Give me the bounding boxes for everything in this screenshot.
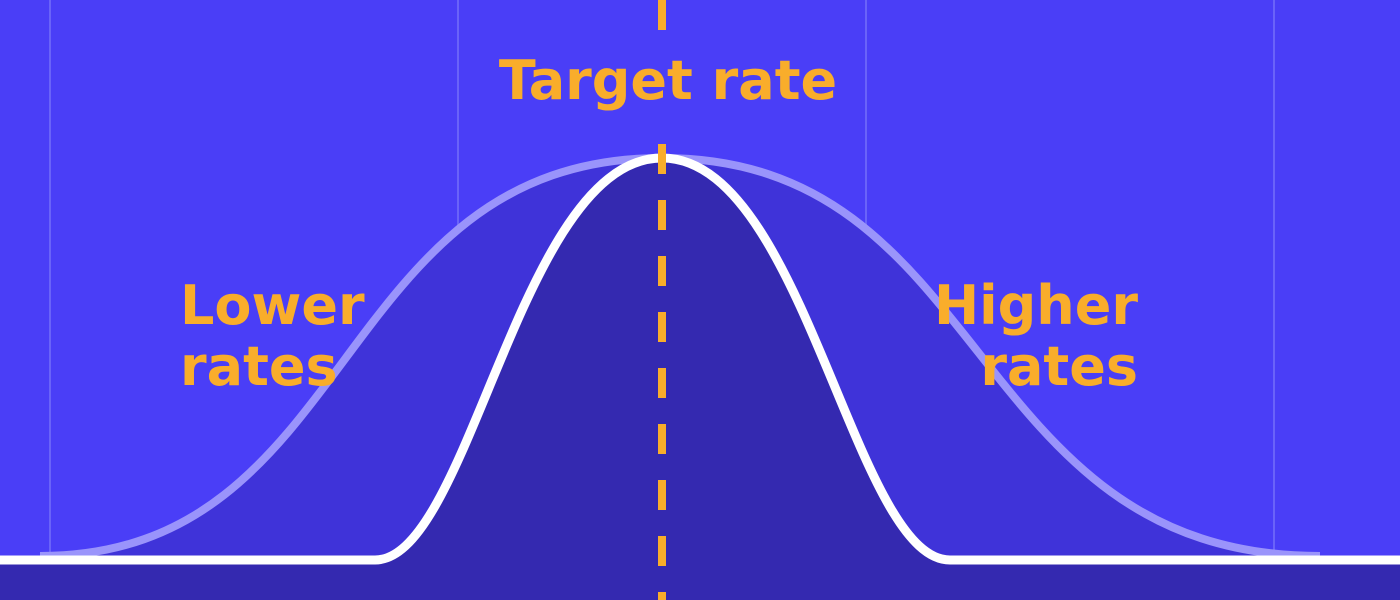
higher-rates-label-line1: Higher — [934, 274, 1138, 337]
lower-rates-label-line1: Lower — [180, 274, 365, 337]
lower-rates-label-line2: rates — [180, 335, 338, 398]
narrow-distribution-area — [0, 158, 1400, 600]
higher-rates-label-line2: rates — [980, 335, 1138, 398]
target-rate-label: Target rate — [499, 49, 837, 112]
